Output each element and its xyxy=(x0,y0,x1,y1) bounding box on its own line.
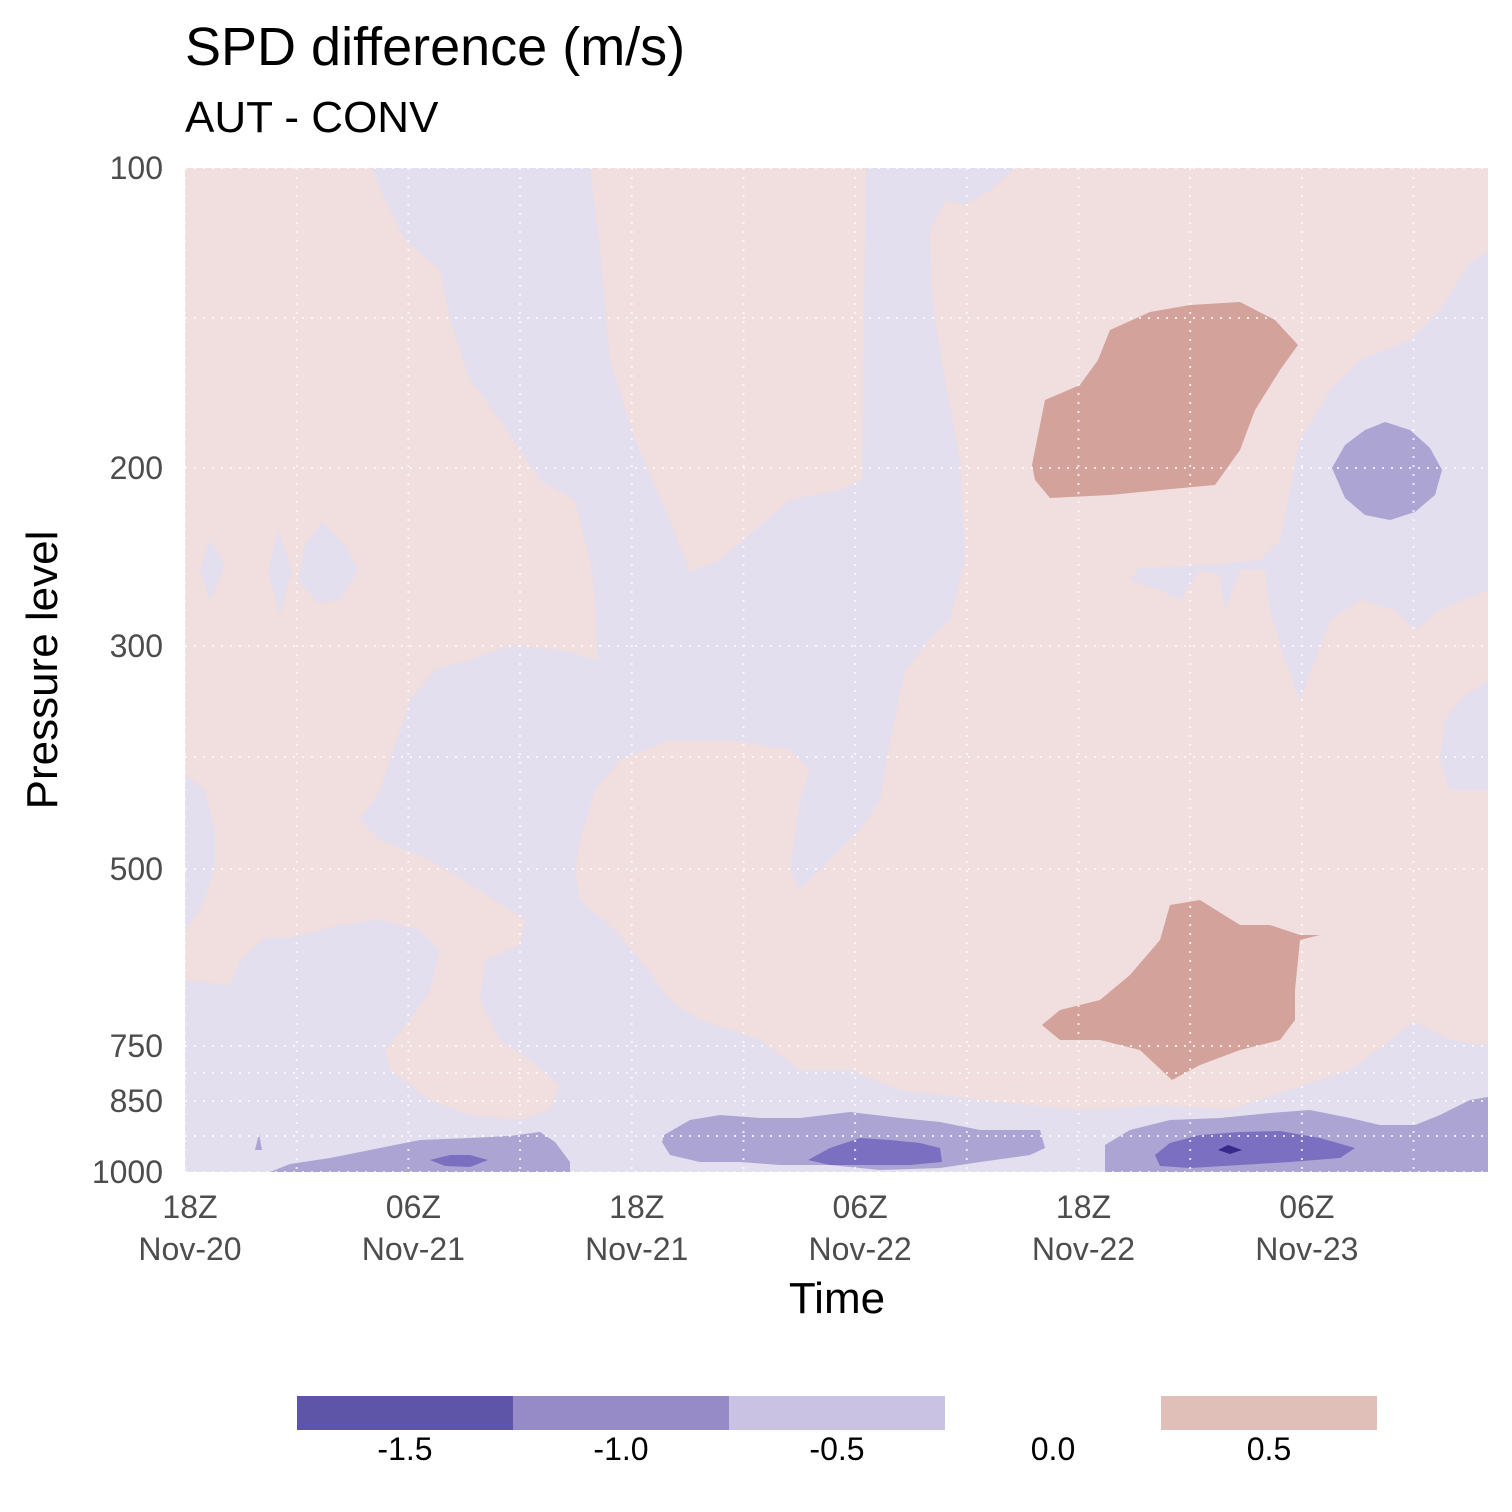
contour-neg-strong xyxy=(430,1131,1355,1168)
legend-swatch xyxy=(729,1396,945,1430)
legend-label: 0.0 xyxy=(1031,1431,1075,1467)
contour-neg-strong-3 xyxy=(430,1155,488,1167)
contour-neg-small-left xyxy=(185,775,215,930)
y-tick-label: 300 xyxy=(110,628,163,664)
y-tick-label: 500 xyxy=(110,851,163,887)
x-axis-ticks: 18Z Nov-20 06Z Nov-21 18Z Nov-21 06Z Nov-22 18Z N… xyxy=(138,1189,1358,1267)
contour-neg-mid-right-blob xyxy=(1332,422,1442,520)
y-axis-title: Pressure level xyxy=(18,531,67,810)
legend-swatch xyxy=(513,1396,729,1430)
contour-neg-small-blob-2 xyxy=(268,530,292,615)
x-tick-label-time: 06Z xyxy=(386,1189,441,1225)
contour-neg-small-blob-3 xyxy=(298,522,358,603)
x-tick-label-date: Nov-23 xyxy=(1255,1231,1358,1267)
chart-title: SPD difference (m/s) xyxy=(185,17,685,77)
x-tick-label-time: 06Z xyxy=(1279,1189,1334,1225)
contour-neg-small-right-lower xyxy=(1440,680,1488,790)
chart-subtitle: AUT - CONV xyxy=(185,93,439,142)
y-tick-label: 1000 xyxy=(92,1154,163,1190)
grid-lines xyxy=(184,167,1488,1173)
contour-neg-strong-1 xyxy=(808,1138,942,1165)
x-tick-label-date: Nov-22 xyxy=(1032,1231,1135,1267)
contour-neg-small-blob-1 xyxy=(200,540,225,600)
contour-neg-strong-2 xyxy=(1155,1131,1355,1168)
contour-neg-mid-band-1 xyxy=(270,1132,570,1172)
y-tick-label: 100 xyxy=(110,150,163,186)
plot-area xyxy=(184,167,1488,1173)
x-tick-label-time: 06Z xyxy=(833,1189,888,1225)
y-tick-label: 750 xyxy=(110,1028,163,1064)
contour-neg-max xyxy=(1218,1145,1242,1154)
legend-label: 0.5 xyxy=(1247,1431,1291,1467)
x-tick-label-date: Nov-21 xyxy=(585,1231,688,1267)
x-tick-label-time: 18Z xyxy=(162,1189,217,1225)
contour-neg-mid-tick xyxy=(255,1134,262,1150)
legend-label: -1.5 xyxy=(377,1431,432,1467)
y-tick-label: 200 xyxy=(110,450,163,486)
legend: -1.5 -1.0 -0.5 0.0 0.5 xyxy=(297,1396,1377,1467)
legend-swatch xyxy=(297,1396,513,1430)
x-tick-label-time: 18Z xyxy=(1056,1189,1111,1225)
contour-neg-small-right-upper xyxy=(1130,252,1488,700)
legend-label: -1.0 xyxy=(593,1431,648,1467)
contour-pos-mid-lower xyxy=(1042,900,1320,1080)
contour-neg-small xyxy=(185,168,1488,1172)
y-axis-ticks: 100 200 300 500 750 850 1000 xyxy=(92,150,163,1190)
contour-pos-mid xyxy=(1032,302,1320,1080)
x-tick-label-date: Nov-21 xyxy=(362,1231,465,1267)
legend-label: -0.5 xyxy=(809,1431,864,1467)
x-tick-label-date: Nov-20 xyxy=(138,1231,241,1267)
x-axis-title: Time xyxy=(789,1274,885,1323)
y-tick-label: 850 xyxy=(110,1083,163,1119)
x-tick-label-date: Nov-22 xyxy=(809,1231,912,1267)
x-tick-label-time: 18Z xyxy=(609,1189,664,1225)
legend-swatch xyxy=(1161,1396,1377,1430)
contour-neg-small-main xyxy=(185,168,1488,1172)
contour-pos-mid-upper xyxy=(1032,302,1298,498)
